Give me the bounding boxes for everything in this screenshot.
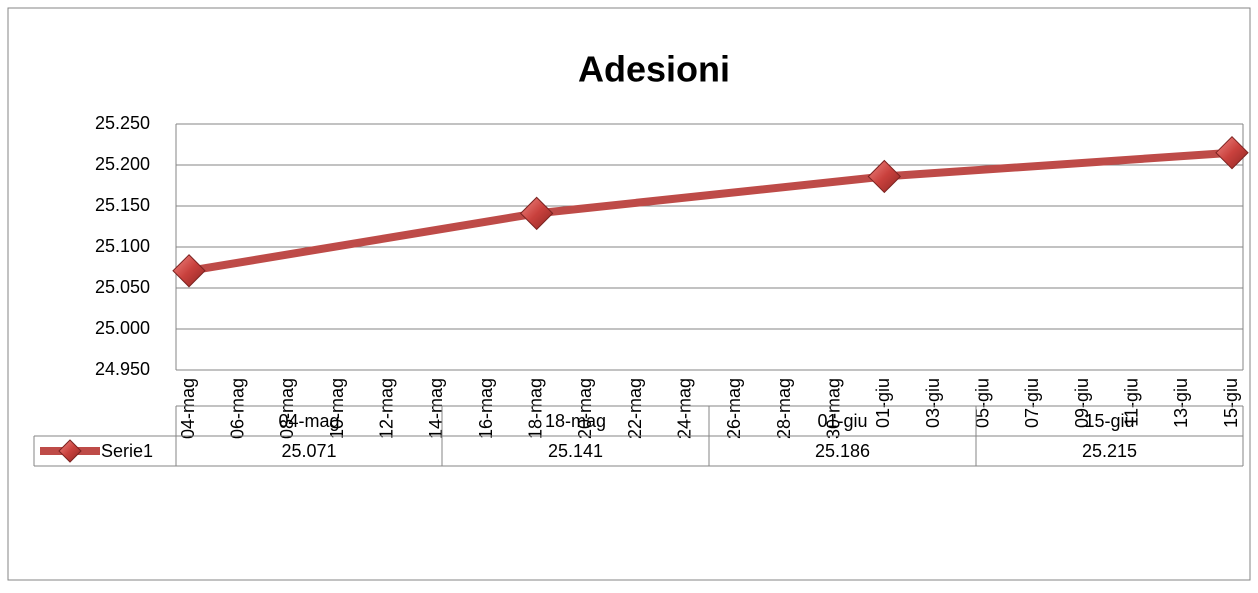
x-tick-label: 10-mag bbox=[327, 378, 347, 439]
x-tick-label: 03-giu bbox=[923, 378, 943, 428]
x-tick-label: 28-mag bbox=[774, 378, 794, 439]
marker bbox=[172, 254, 206, 288]
series-line bbox=[188, 148, 1233, 275]
x-tick-label: 24-mag bbox=[674, 378, 694, 439]
y-tick-label: 25.000 bbox=[95, 318, 150, 338]
chart-frame bbox=[7, 7, 1251, 581]
x-tick-label: 20-mag bbox=[575, 378, 595, 439]
legend-marker bbox=[58, 439, 82, 463]
marker bbox=[1215, 135, 1249, 170]
marker bbox=[519, 196, 554, 231]
x-tick-label: 16-mag bbox=[476, 378, 496, 439]
table-value: 25.215 bbox=[1082, 441, 1137, 461]
table-header: 04-mag bbox=[278, 411, 339, 431]
x-tick-label: 04-mag bbox=[178, 378, 198, 439]
x-tick-label: 15-giu bbox=[1221, 378, 1241, 428]
y-tick-label: 25.050 bbox=[95, 277, 150, 297]
x-tick-label: 08-mag bbox=[277, 378, 297, 439]
x-tick-label: 26-mag bbox=[724, 378, 744, 439]
x-tick-label: 05-giu bbox=[972, 378, 992, 428]
table-value: 25.071 bbox=[281, 441, 336, 461]
table-header: 18-mag bbox=[545, 411, 606, 431]
y-tick-label: 25.250 bbox=[95, 113, 150, 133]
x-tick-label: 11-giu bbox=[1121, 378, 1141, 427]
y-tick-label: 25.150 bbox=[95, 195, 150, 215]
x-tick-label: 01-giu bbox=[873, 378, 893, 428]
x-tick-label: 06-mag bbox=[227, 378, 247, 439]
x-tick-label: 07-giu bbox=[1022, 378, 1042, 428]
y-tick-label: 24.950 bbox=[95, 359, 150, 379]
legend-label: Serie1 bbox=[101, 441, 153, 461]
x-tick-label: 30-mag bbox=[823, 378, 843, 439]
table-value: 25.141 bbox=[548, 441, 603, 461]
x-tick-label: 18-mag bbox=[525, 378, 545, 439]
x-tick-label: 12-mag bbox=[376, 378, 396, 439]
x-tick-label: 13-giu bbox=[1171, 378, 1191, 428]
x-tick-label: 14-mag bbox=[426, 378, 446, 439]
table-value: 25.186 bbox=[815, 441, 870, 461]
marker bbox=[867, 159, 902, 194]
y-tick-label: 25.200 bbox=[95, 154, 150, 174]
table-header: 01-giu bbox=[817, 411, 867, 431]
x-tick-label: 22-mag bbox=[625, 378, 645, 439]
chart-title: Adesioni bbox=[578, 49, 730, 90]
y-tick-label: 25.100 bbox=[95, 236, 150, 256]
x-tick-label: 09-giu bbox=[1072, 378, 1092, 428]
table-header: 15-giu bbox=[1084, 411, 1134, 431]
